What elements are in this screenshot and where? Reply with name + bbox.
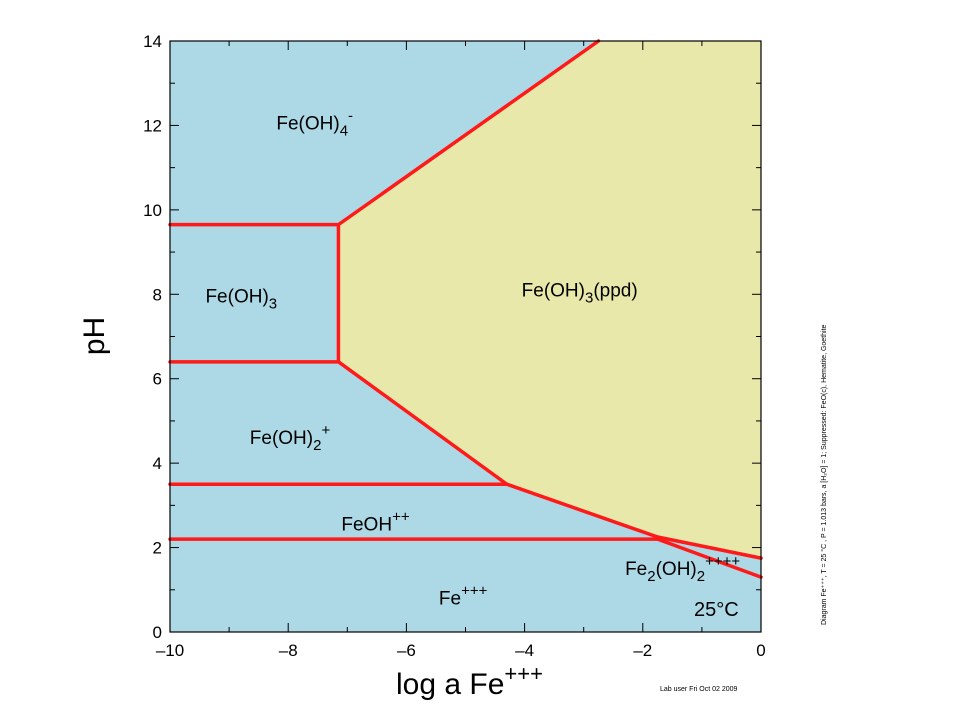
- region-label: Fe2(OH)2++++: [625, 553, 740, 585]
- x-axis-title-base: log a Fe: [396, 668, 504, 701]
- formula-text: (ppd): [593, 280, 637, 301]
- formula-text: Fe(OH): [205, 287, 268, 308]
- region-label: Fe(OH)4-: [276, 108, 353, 140]
- region-label: FeOH++: [341, 509, 409, 536]
- y-tick-label: 0: [153, 623, 162, 642]
- superscript: +++: [461, 583, 488, 600]
- x-tick-label: –4: [515, 641, 534, 660]
- boundary-line-10: [655, 537, 763, 579]
- y-tick-label: 10: [143, 201, 162, 220]
- region-label: Fe+++: [439, 583, 488, 610]
- x-axis-title: log a Fe+++: [396, 661, 543, 701]
- region-label: Fe(OH)3(ppd): [522, 280, 638, 306]
- y-tick-label: 2: [153, 539, 162, 558]
- boundary-line-7: [505, 482, 660, 539]
- subscript: 3: [269, 296, 277, 313]
- region-labels: Fe(OH)4-Fe(OH)3Fe(OH)3(ppd)Fe(OH)2+FeOH+…: [205, 108, 740, 610]
- x-tick-label: –10: [156, 641, 184, 660]
- subscript: 3: [585, 289, 593, 306]
- x-tick-label: –2: [633, 641, 652, 660]
- superscript: ++: [392, 509, 410, 526]
- formula-text: Fe: [625, 559, 647, 580]
- plot-border: [169, 40, 762, 633]
- subscript: 2: [313, 437, 321, 454]
- plot-frame: [169, 40, 762, 633]
- x-tick-label: 0: [756, 641, 765, 660]
- superscript: ++++: [705, 553, 740, 570]
- subscript: 4: [340, 123, 348, 140]
- y-tick-label: 6: [153, 370, 162, 389]
- precipitate-field: [338, 41, 761, 559]
- y-tick-label: 8: [153, 285, 162, 304]
- formula-text: (OH): [656, 559, 697, 580]
- tick-labels: –10 –8 –6 –4 –2 0 0 2 4 6 8 10 12 14: [143, 32, 766, 660]
- superscript: +: [321, 422, 330, 439]
- formula-text: Fe(OH): [276, 114, 339, 135]
- precipitate-region: [338, 41, 761, 559]
- y-tick-label: 14: [143, 32, 162, 51]
- region-label: Fe(OH)3: [205, 287, 277, 313]
- y-axis-title: pH: [78, 317, 111, 355]
- x-tick-label: –6: [397, 641, 416, 660]
- boundary-line-9: [655, 535, 763, 560]
- subscript: 2: [647, 568, 655, 585]
- region-label: Fe(OH)2+: [250, 422, 331, 454]
- x-tick-label: –8: [279, 641, 298, 660]
- formula-text: Fe(OH): [522, 280, 585, 301]
- conditions-note: Diagram Fe⁺⁺⁺, T = 25 °C , P = 1.013 bar…: [820, 324, 828, 625]
- superscript: -: [348, 108, 353, 125]
- formula-text: Fe: [439, 589, 461, 610]
- temperature-label: 25°C: [694, 599, 739, 621]
- y-tick-label: 12: [143, 116, 162, 135]
- y-tick-label: 4: [153, 454, 162, 473]
- x-axis-title-superscript: +++: [504, 661, 543, 686]
- boundary-line-4: [336, 39, 601, 227]
- subscript: 2: [697, 568, 705, 585]
- formula-text: Fe(OH): [250, 428, 313, 449]
- formula-text: FeOH: [341, 515, 392, 536]
- boundary-line-5: [336, 360, 509, 486]
- footer-note: Lab user Fri Oct 02 2009: [660, 686, 738, 693]
- boundary-lines: [168, 39, 763, 579]
